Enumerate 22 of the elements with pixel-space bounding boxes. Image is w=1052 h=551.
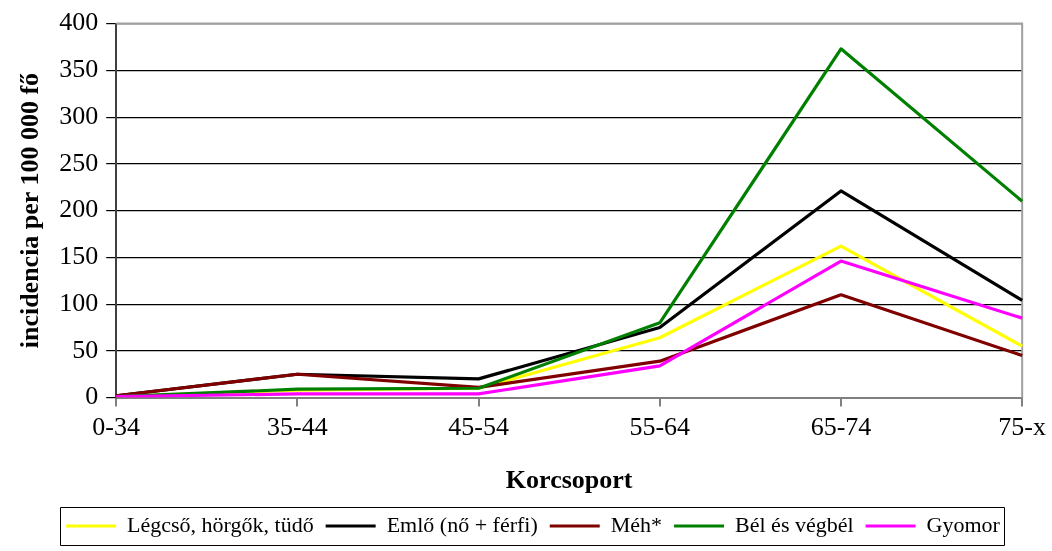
x-tick-label: 55-64 — [629, 412, 691, 442]
x-tick-label: 45-54 — [448, 412, 509, 442]
legend-label: Légcső, hörgők, tüdő — [127, 511, 314, 537]
x-tick-label: 65-74 — [810, 412, 872, 442]
legend-label: Bél és végbél — [735, 511, 854, 537]
y-tick-label: 400 — [59, 7, 99, 37]
y-tick-label: 150 — [59, 241, 99, 271]
y-tick-label: 350 — [59, 54, 99, 84]
legend-label: Gyomor — [926, 511, 1001, 537]
x-axis-title: Korcsoport — [505, 465, 633, 495]
y-tick-label: 300 — [59, 100, 99, 130]
x-tick-label: 35-44 — [267, 412, 328, 442]
legend-label: Méh* — [610, 511, 663, 537]
y-tick-label: 200 — [59, 194, 99, 224]
y-tick-label: 250 — [59, 147, 99, 177]
legend-label: Emlő (nő + férfi) — [386, 511, 538, 537]
y-tick-label: 100 — [59, 287, 99, 317]
x-tick-label: 0-34 — [92, 412, 141, 442]
x-tick-label: 75-x — [998, 412, 1047, 442]
y-tick-label: 50 — [72, 334, 99, 364]
y-axis-title: incidencia per 100 000 fő — [15, 72, 45, 349]
y-tick-label: 0 — [85, 381, 99, 411]
